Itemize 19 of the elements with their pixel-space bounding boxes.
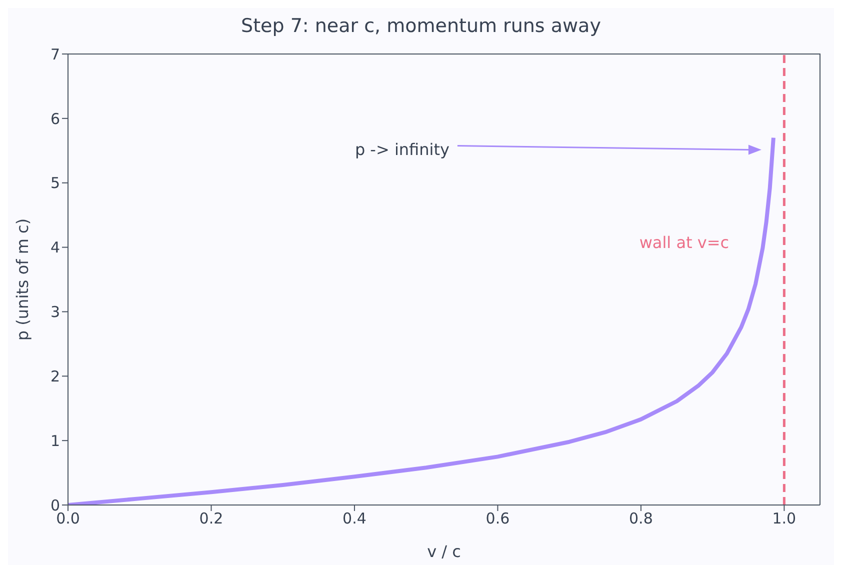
x-tick-label: 0.4 xyxy=(342,510,366,528)
y-tick-label: 4 xyxy=(50,238,60,257)
x-tick-label: 0.0 xyxy=(56,510,80,528)
y-axis-title: p (units of m c) xyxy=(13,218,32,341)
x-tick-label: 0.6 xyxy=(486,510,510,528)
x-axis-title: v / c xyxy=(427,542,461,561)
y-tick-label: 2 xyxy=(50,367,60,386)
ref-line-label: wall at v=c xyxy=(639,232,730,252)
y-tick-label: 1 xyxy=(50,432,60,450)
y-tick-label: 3 xyxy=(50,303,60,322)
x-tick-label: 1.0 xyxy=(772,510,796,528)
y-tick-label: 5 xyxy=(50,174,60,192)
y-tick-label: 6 xyxy=(50,110,60,128)
x-tick-label: 0.8 xyxy=(629,510,653,528)
line-series xyxy=(68,136,776,505)
annotation: p -> infinity xyxy=(354,140,450,159)
y-tick-label: 7 xyxy=(50,45,60,64)
chart-title: Step 7: near c, momentum runs away xyxy=(240,14,602,39)
x-tick-label: 0.2 xyxy=(199,510,224,528)
